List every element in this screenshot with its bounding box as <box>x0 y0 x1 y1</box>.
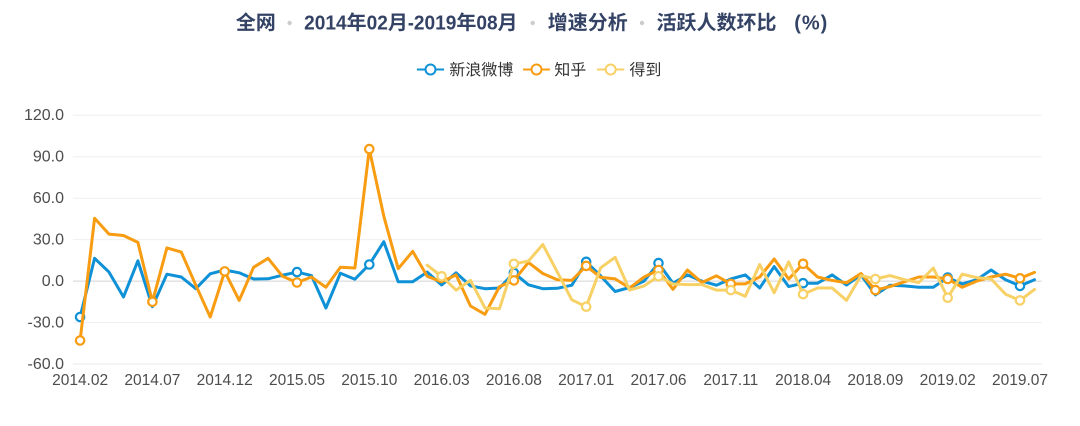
svg-text:2014.07: 2014.07 <box>124 372 180 389</box>
svg-text:2016.08: 2016.08 <box>486 372 542 389</box>
svg-text:2017.06: 2017.06 <box>630 372 686 389</box>
svg-text:(%): (%) <box>794 13 828 35</box>
svg-text:-30.0: -30.0 <box>28 315 65 332</box>
svg-text:90.0: 90.0 <box>33 149 64 166</box>
svg-text:2015.05: 2015.05 <box>269 372 325 389</box>
svg-text:2017.11: 2017.11 <box>703 372 758 389</box>
svg-text:2016.03: 2016.03 <box>414 372 470 389</box>
svg-text:2014.02: 2014.02 <box>52 372 108 389</box>
svg-text:2014.12: 2014.12 <box>197 372 253 389</box>
svg-text:2018.04: 2018.04 <box>775 372 831 389</box>
svg-text:-60.0: -60.0 <box>28 356 65 373</box>
svg-text:0.0: 0.0 <box>42 273 64 290</box>
svg-text:2019.02: 2019.02 <box>920 372 976 389</box>
svg-text:2019: 2019 <box>414 13 457 35</box>
svg-text:2018.09: 2018.09 <box>847 372 903 389</box>
svg-text:120.0: 120.0 <box>24 107 64 124</box>
svg-text:02: 02 <box>367 13 388 35</box>
svg-text:2019.07: 2019.07 <box>992 372 1048 389</box>
svg-text:2015.10: 2015.10 <box>341 372 397 389</box>
svg-text:-: - <box>408 13 414 35</box>
svg-text:30.0: 30.0 <box>33 232 64 249</box>
svg-text:08: 08 <box>476 13 497 35</box>
svg-text:2017.01: 2017.01 <box>558 372 614 389</box>
svg-text:60.0: 60.0 <box>33 190 64 207</box>
svg-text:2014: 2014 <box>304 13 347 35</box>
